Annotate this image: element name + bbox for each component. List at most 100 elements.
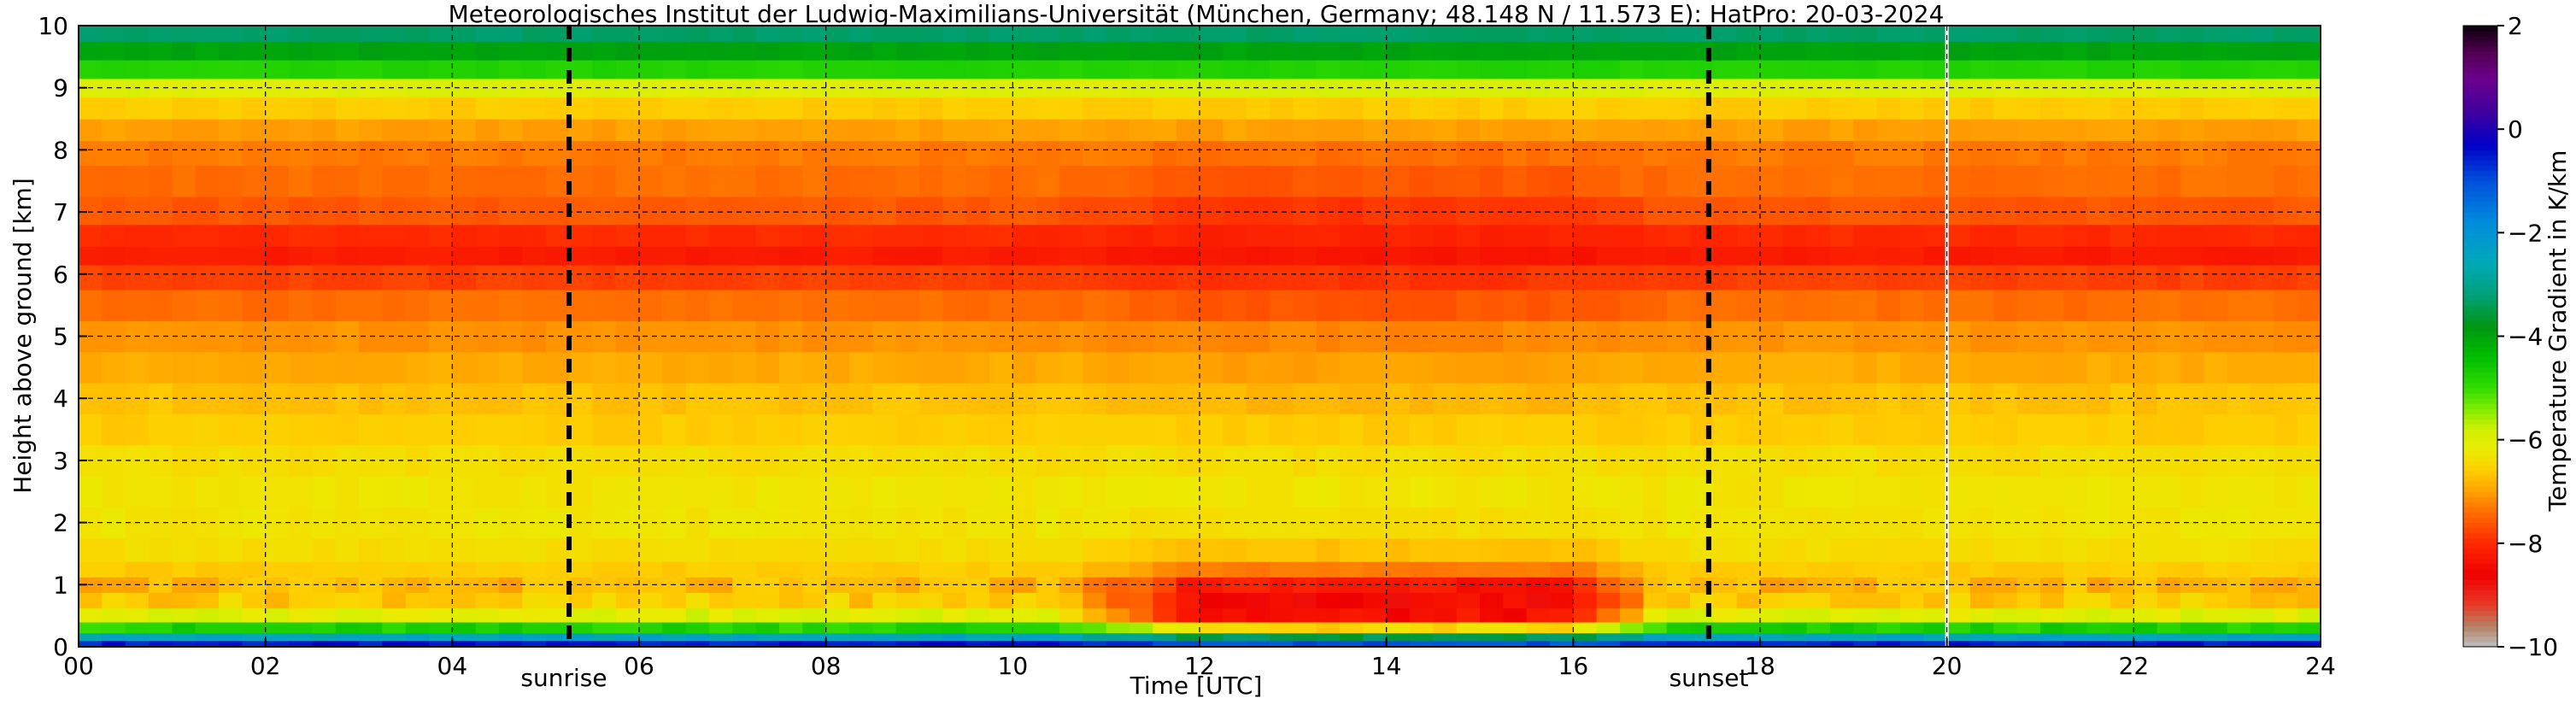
heatmap-cell xyxy=(1666,351,1691,384)
heatmap-cell xyxy=(2274,97,2298,120)
heatmap-cell xyxy=(1456,224,1481,247)
heatmap-cell xyxy=(335,26,360,42)
heatmap-cell xyxy=(1293,196,1317,226)
heatmap-cell xyxy=(1012,632,1037,642)
heatmap-cell xyxy=(1526,592,1551,609)
heatmap-cell xyxy=(219,97,243,120)
heatmap-cell xyxy=(1386,351,1411,384)
heatmap-cell xyxy=(1760,351,1784,384)
heatmap-cell xyxy=(1830,577,1854,593)
heatmap-cell xyxy=(149,97,173,120)
heatmap-cell xyxy=(2250,640,2274,648)
heatmap-cell xyxy=(1246,476,1270,508)
heatmap-cell xyxy=(1946,561,1971,578)
heatmap-cell xyxy=(1363,414,1388,446)
heatmap-cell xyxy=(989,632,1013,642)
heatmap-cell xyxy=(1736,632,1761,642)
heatmap-cell xyxy=(545,607,570,623)
heatmap-cell xyxy=(919,26,943,42)
heatmap-cell xyxy=(1946,165,1971,197)
heatmap-cell xyxy=(1106,246,1130,266)
heatmap-cell xyxy=(125,537,150,562)
colorbar-segment xyxy=(2463,367,2497,373)
heatmap-cell xyxy=(382,607,407,623)
heatmap-cell xyxy=(779,351,803,384)
heatmap-cell xyxy=(1130,632,1153,642)
heatmap-cell xyxy=(499,78,523,98)
heatmap-cell xyxy=(1363,224,1388,247)
heatmap-cell xyxy=(1293,165,1317,197)
heatmap-cell xyxy=(1736,621,1761,634)
heatmap-cell xyxy=(755,640,780,648)
heatmap-cell xyxy=(382,640,407,648)
heatmap-cell xyxy=(2133,97,2158,120)
heatmap-cell xyxy=(545,632,570,642)
colorbar-segment xyxy=(2463,522,2497,529)
heatmap-cell xyxy=(125,41,150,61)
heatmap-cell xyxy=(359,165,383,197)
heatmap-cell xyxy=(499,41,523,61)
heatmap-cell xyxy=(2227,289,2251,321)
heatmap-cell xyxy=(1200,537,1223,562)
heatmap-cell xyxy=(172,246,197,266)
heatmap-cell xyxy=(1480,97,1504,120)
heatmap-cell xyxy=(312,264,337,290)
heatmap-cell xyxy=(2274,196,2298,226)
heatmap-cell xyxy=(2227,621,2251,634)
heatmap-cell xyxy=(1550,537,1574,562)
heatmap-cell xyxy=(499,224,523,247)
heatmap-cell xyxy=(1876,26,1901,42)
heatmap-cell xyxy=(1246,26,1270,42)
heatmap-cell xyxy=(1923,264,1948,290)
heatmap-cell xyxy=(872,320,897,353)
heatmap-cell xyxy=(335,224,360,247)
heatmap-cell xyxy=(639,140,663,167)
heatmap-cell xyxy=(1456,507,1481,539)
heatmap-cell xyxy=(1106,607,1130,623)
heatmap-cell xyxy=(1293,26,1317,42)
heatmap-cell xyxy=(1340,26,1364,42)
heatmap-cell xyxy=(872,577,897,593)
heatmap-cell xyxy=(1246,97,1270,120)
heatmap-cell xyxy=(1736,78,1761,98)
heatmap-cell xyxy=(195,621,220,634)
heatmap-cell xyxy=(359,264,383,290)
heatmap-cell xyxy=(1153,476,1177,508)
heatmap-cell xyxy=(2040,577,2064,593)
heatmap-cell xyxy=(1736,59,1761,79)
heatmap-cell xyxy=(1526,414,1551,446)
heatmap-cell xyxy=(1666,561,1691,578)
y-tick-label: 3 xyxy=(53,447,68,475)
heatmap-cell xyxy=(2274,119,2298,142)
heatmap-cell xyxy=(1176,196,1200,226)
heatmap-cell xyxy=(1059,607,1083,623)
heatmap-cell xyxy=(732,97,757,120)
heatmap-cell xyxy=(1596,640,1621,648)
heatmap-cell xyxy=(2063,196,2088,226)
heatmap-cell xyxy=(312,97,337,120)
colorbar-segment xyxy=(2463,51,2497,57)
heatmap-cell xyxy=(1713,26,1738,42)
heatmap-cell xyxy=(1830,621,1854,634)
heatmap-cell xyxy=(942,196,967,226)
heatmap-cell xyxy=(1666,537,1691,562)
heatmap-cell xyxy=(849,632,873,642)
heatmap-cell xyxy=(965,537,990,562)
heatmap-cell xyxy=(1036,621,1060,634)
heatmap-cell xyxy=(2016,196,2041,226)
heatmap-cell xyxy=(1596,351,1621,384)
heatmap-cell xyxy=(382,351,407,384)
heatmap-cell xyxy=(2227,97,2251,120)
heatmap-cell xyxy=(825,196,850,226)
heatmap-cell xyxy=(2297,351,2321,384)
heatmap-cell xyxy=(1970,592,1994,609)
heatmap-cell xyxy=(849,476,873,508)
heatmap-cell xyxy=(2133,78,2158,98)
heatmap-cell xyxy=(1223,224,1247,247)
heatmap-cell xyxy=(2227,607,2251,623)
heatmap-cell xyxy=(102,476,126,508)
heatmap-cell xyxy=(429,289,453,321)
heatmap-cell xyxy=(2274,224,2298,247)
heatmap-cell xyxy=(1106,26,1130,42)
heatmap-cell xyxy=(1643,246,1668,266)
